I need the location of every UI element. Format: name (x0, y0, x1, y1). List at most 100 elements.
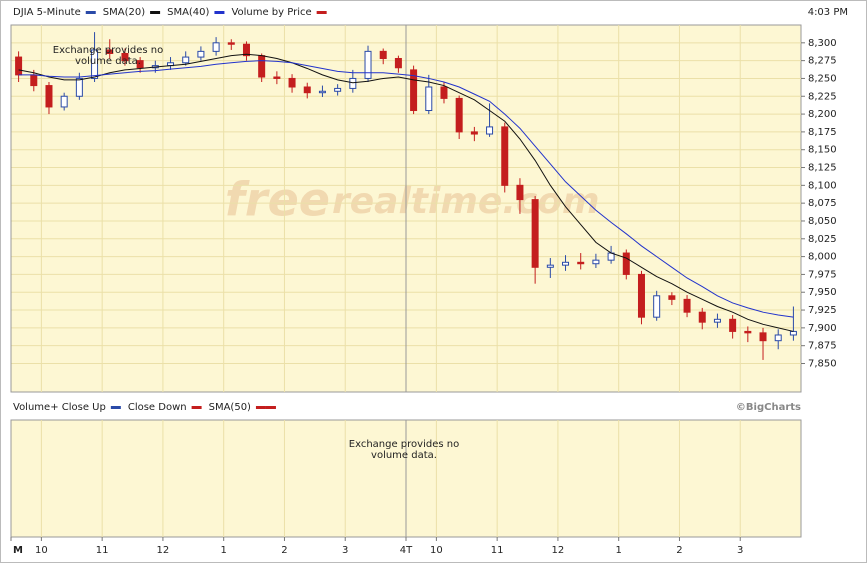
candle-body (242, 43, 250, 57)
candle-body (592, 259, 600, 265)
watermark: free (225, 173, 330, 227)
x-tick-label: 2 (281, 545, 287, 556)
legend-swatch (255, 406, 266, 409)
candle-body (334, 87, 342, 92)
y-tick-label: 7,900 (808, 323, 837, 334)
x-tick-label: 12 (552, 545, 565, 556)
candle-body (744, 330, 752, 334)
y-tick-label: 8,225 (808, 91, 837, 102)
candle-body (227, 42, 235, 45)
y-tick-label: 8,200 (808, 109, 837, 120)
y-tick-label: 8,100 (808, 180, 837, 191)
y-tick-label: 7,975 (808, 269, 837, 280)
candle-body (121, 53, 129, 62)
legend-label: Close Down (128, 402, 187, 413)
candle-body (637, 273, 645, 318)
candle-body (486, 126, 494, 135)
candle-body (75, 77, 83, 97)
legend-swatch (214, 11, 225, 14)
legend-swatch (150, 11, 161, 14)
candle-body (303, 86, 311, 94)
y-tick-label: 8,150 (808, 145, 837, 156)
candle-body (713, 318, 721, 323)
legend-label: SMA(50) (209, 402, 251, 413)
candle-body (759, 332, 767, 342)
note: Exchange provides no volume data. (349, 439, 459, 461)
candle-body (698, 311, 706, 323)
candle-body (668, 295, 676, 300)
legend-label: SMA(40) (167, 7, 209, 18)
legend-swatch (265, 406, 276, 409)
candle-body (30, 74, 38, 87)
x-tick-label: 3 (737, 545, 743, 556)
x-tick-label: 10 (35, 545, 48, 556)
candle-body (577, 261, 585, 265)
y-tick-label: 8,025 (808, 234, 837, 245)
candle-body (470, 131, 478, 135)
candle-body (197, 50, 205, 58)
candle-body (136, 60, 144, 69)
candle-body (349, 77, 357, 89)
candle-body (106, 49, 114, 55)
y-tick-label: 8,175 (808, 127, 837, 138)
time: 4:03 PM (808, 7, 848, 18)
credit: ©BigCharts (736, 402, 801, 413)
x-tick-label: 11 (96, 545, 109, 556)
candle-body (501, 126, 509, 186)
x-tick-label: 3 (342, 545, 348, 556)
y-tick-label: 7,850 (808, 358, 837, 369)
candle-body (516, 184, 524, 201)
y-tick-label: 7,950 (808, 287, 837, 298)
candle-body (653, 295, 661, 318)
sma-line (18, 60, 794, 318)
candle-body (455, 97, 463, 133)
legend-label: Volume by Price (231, 7, 311, 18)
candle-body (729, 318, 737, 332)
x-tick-label: M (13, 545, 23, 556)
watermark: realtime.com (332, 181, 600, 222)
legend-swatch (85, 11, 96, 14)
y-tick-label: 8,000 (808, 252, 837, 263)
candle-body (531, 199, 539, 268)
legend-label: Volume+ Close Up (13, 402, 106, 413)
note: Exchange provides no volume data. (53, 45, 163, 67)
candle-body (410, 69, 418, 112)
x-tick-label: 1 (221, 545, 227, 556)
candle-body (562, 261, 570, 266)
candle-body (273, 76, 281, 79)
candle-body (379, 50, 387, 59)
y-tick-label: 8,275 (808, 56, 837, 67)
candle-body (440, 86, 448, 99)
y-tick-label: 8,125 (808, 163, 837, 174)
candle-body (15, 56, 23, 76)
candle-body (258, 55, 266, 78)
sma-line (18, 53, 794, 332)
x-tick-label: 1 (616, 545, 622, 556)
legend-swatch (110, 406, 121, 409)
candle-body (45, 85, 53, 108)
candle-body (182, 56, 190, 64)
y-tick-label: 8,250 (808, 73, 837, 84)
candle-body (318, 90, 326, 94)
x-tick-label: 4T (400, 545, 413, 556)
candle-body (288, 77, 296, 88)
x-tick-label: 12 (157, 545, 170, 556)
y-tick-label: 8,300 (808, 38, 837, 49)
x-tick-label: 11 (491, 545, 504, 556)
candle-body (546, 264, 554, 268)
legend-swatch (191, 406, 202, 409)
x-tick-label: 10 (430, 545, 443, 556)
candle-body (622, 252, 630, 275)
candle-body (789, 330, 797, 336)
candle-body (774, 334, 782, 342)
y-tick-label: 8,050 (808, 216, 837, 227)
candle-body (91, 49, 99, 79)
x-tick-label: 2 (676, 545, 682, 556)
legend-label: DJIA 5-Minute (13, 7, 81, 18)
y-tick-label: 7,875 (808, 341, 837, 352)
candle-body (394, 57, 402, 69)
candle-body (683, 298, 691, 313)
candle-body (60, 95, 68, 108)
y-tick-label: 7,925 (808, 305, 837, 316)
